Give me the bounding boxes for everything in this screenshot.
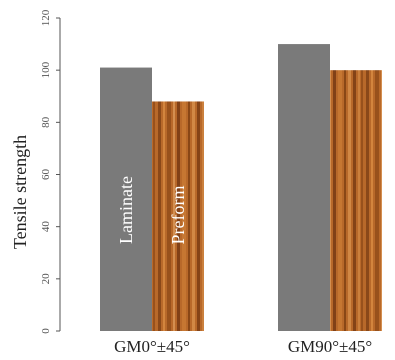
y-tick-label: 120 — [40, 9, 52, 26]
y-tick-label: 100 — [40, 61, 52, 78]
x-category-label: GM90°±45° — [288, 337, 372, 356]
bar-preform-2 — [330, 70, 382, 332]
x-category-label: GM0°±45° — [114, 337, 190, 356]
bar-labels: Laminate Preform — [116, 176, 188, 244]
y-axis-title: Tensile strength — [10, 135, 30, 249]
bar-laminate-1 — [100, 67, 152, 331]
bar-preform-1 — [152, 101, 204, 331]
y-tick-label: 60 — [40, 169, 52, 181]
x-labels: GM0°±45° GM90°±45° — [114, 337, 372, 356]
y-tick-label: 0 — [40, 328, 52, 334]
y-tick-label: 80 — [40, 116, 52, 128]
bar-label-laminate: Laminate — [116, 176, 136, 244]
y-tick-label: 20 — [40, 273, 52, 285]
y-ticks: 0 20 40 60 80 100 120 — [40, 9, 60, 334]
bar-laminate-2 — [278, 44, 330, 331]
bar-label-preform: Preform — [168, 186, 188, 245]
y-tick-label: 40 — [40, 221, 52, 233]
bars — [100, 44, 382, 332]
